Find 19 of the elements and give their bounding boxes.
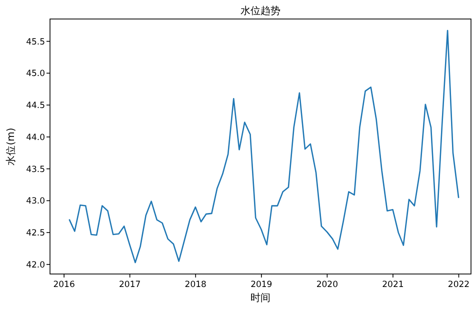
x-tick-label: 2020 [316,280,338,290]
y-tick-label: 44.5 [26,101,45,112]
y-tick-label: 44.0 [26,132,45,143]
y-tick-label: 43.5 [26,164,45,175]
y-tick-label: 45.0 [26,69,45,80]
chart-title: 水位趋势 [240,5,280,17]
line-series [68,30,460,264]
y-tick-label: 42.0 [26,260,45,270]
x-tick-label: 2016 [53,280,75,290]
x-tick-label: 2018 [184,280,206,290]
y-tick-label: 42.5 [26,228,45,239]
y-tick-label: 45.5 [26,37,45,48]
y-axis-title: 水位(m) [5,128,17,166]
x-tick-label: 2021 [382,280,404,290]
x-axis-title: 时间 [250,292,270,304]
y-tick-label: 43.0 [26,196,45,207]
x-tick-label: 2017 [119,280,141,290]
x-tick-label: 2022 [448,280,470,290]
x-tick-label: 2019 [250,280,272,290]
